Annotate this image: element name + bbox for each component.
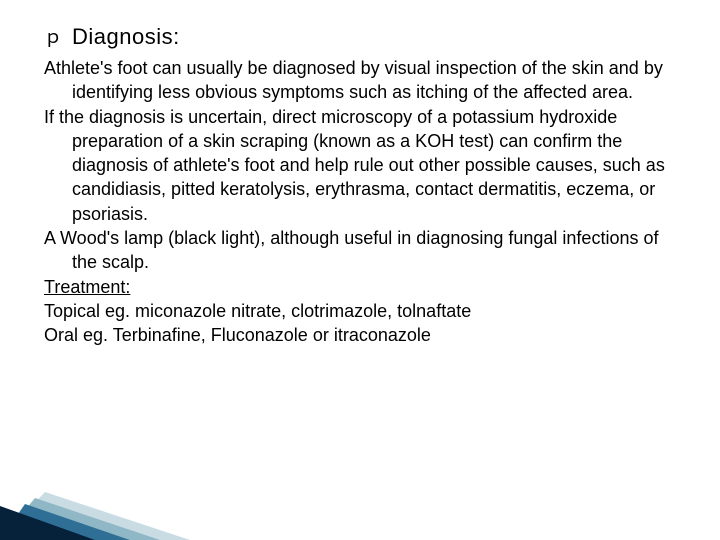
treatment-line: Oral eg. Terbinafine, Fluconazole or itr… (44, 323, 676, 347)
wedge-layer (0, 504, 130, 540)
paragraph: Athlete's foot can usually be diagnosed … (44, 56, 676, 105)
paragraph: A Wood's lamp (black light), although us… (44, 226, 676, 275)
wedge-layer (0, 506, 95, 540)
bullet-glyph: ｐ (44, 28, 62, 46)
body-text: Athlete's foot can usually be diagnosed … (44, 56, 676, 348)
wedge-layer (0, 492, 190, 540)
treatment-line: Topical eg. miconazole nitrate, clotrima… (44, 299, 676, 323)
heading-row: ｐ Diagnosis: (44, 24, 676, 50)
slide: ｐ Diagnosis: Athlete's foot can usually … (0, 0, 720, 540)
wedge-layer (0, 498, 160, 540)
paragraph: If the diagnosis is uncertain, direct mi… (44, 105, 676, 226)
treatment-label: Treatment: (44, 275, 676, 299)
corner-decor (0, 470, 190, 540)
heading-title: Diagnosis: (72, 24, 180, 50)
